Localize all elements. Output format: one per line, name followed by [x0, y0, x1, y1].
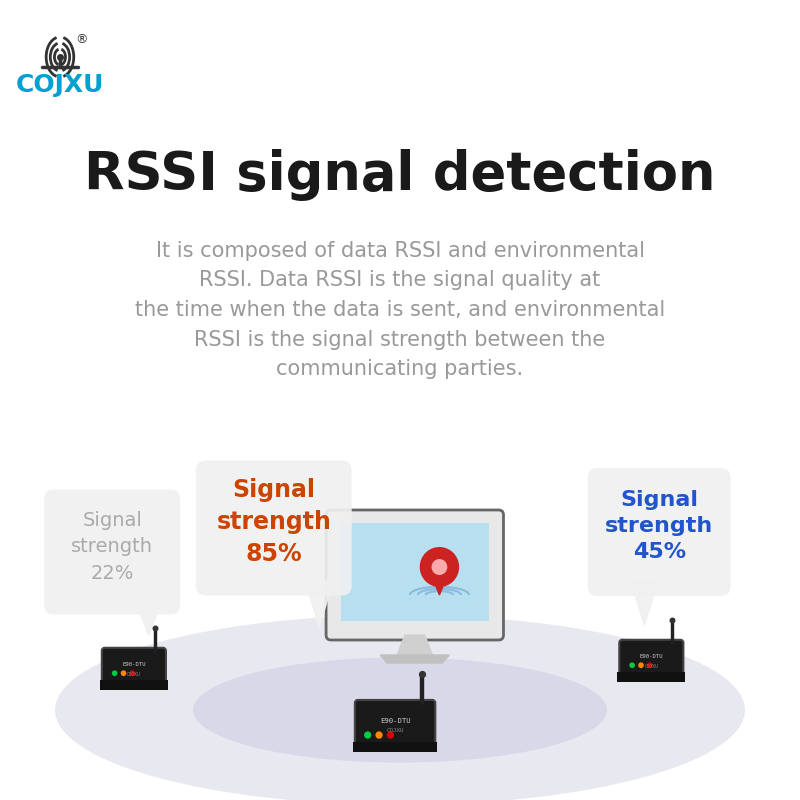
Circle shape	[364, 731, 371, 738]
Circle shape	[130, 670, 135, 676]
Text: COJXU: COJXU	[16, 73, 104, 97]
Text: E90-DTU: E90-DTU	[380, 718, 410, 724]
Polygon shape	[630, 581, 658, 625]
FancyBboxPatch shape	[326, 510, 503, 640]
FancyBboxPatch shape	[619, 640, 683, 680]
Ellipse shape	[193, 658, 607, 762]
Circle shape	[630, 662, 635, 668]
FancyBboxPatch shape	[618, 672, 686, 682]
Text: Signal
strength
22%: Signal strength 22%	[71, 511, 153, 583]
Polygon shape	[306, 581, 333, 628]
Text: RSSI signal detection: RSSI signal detection	[84, 149, 716, 201]
Text: COJXU: COJXU	[386, 729, 404, 734]
Circle shape	[420, 547, 459, 587]
Polygon shape	[380, 655, 450, 663]
Text: Signal
strength
85%: Signal strength 85%	[217, 478, 331, 566]
FancyBboxPatch shape	[196, 461, 352, 595]
Text: E90-DTU: E90-DTU	[122, 662, 146, 666]
FancyBboxPatch shape	[353, 742, 438, 752]
Circle shape	[112, 670, 118, 676]
Circle shape	[638, 662, 644, 668]
Text: E90-DTU: E90-DTU	[639, 654, 663, 658]
Circle shape	[121, 670, 126, 676]
Polygon shape	[430, 570, 450, 595]
FancyBboxPatch shape	[100, 680, 168, 690]
Circle shape	[431, 559, 447, 575]
Text: It is composed of data RSSI and environmental
RSSI. Data RSSI is the signal qual: It is composed of data RSSI and environm…	[135, 241, 665, 379]
FancyBboxPatch shape	[102, 648, 166, 688]
Polygon shape	[135, 599, 162, 635]
Circle shape	[387, 731, 394, 738]
Circle shape	[375, 731, 382, 738]
FancyBboxPatch shape	[44, 490, 180, 614]
Text: COJXU: COJXU	[645, 663, 658, 669]
Polygon shape	[397, 635, 433, 655]
Ellipse shape	[55, 615, 745, 800]
Circle shape	[647, 662, 653, 668]
FancyBboxPatch shape	[588, 468, 730, 596]
FancyBboxPatch shape	[341, 523, 489, 621]
Text: ®: ®	[75, 34, 88, 46]
Text: COJXU: COJXU	[127, 671, 141, 677]
Text: Signal
strength
45%: Signal strength 45%	[605, 490, 714, 562]
FancyBboxPatch shape	[355, 700, 435, 750]
